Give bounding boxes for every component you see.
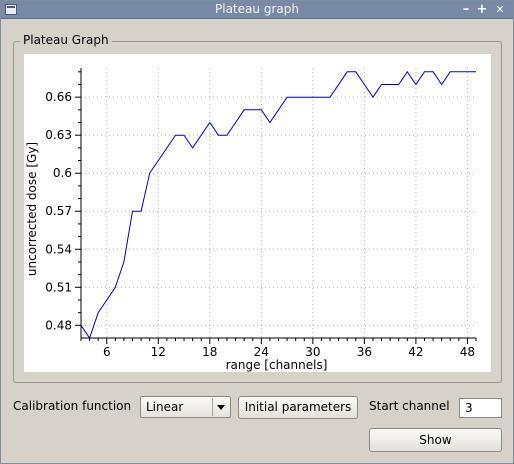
calibration-function-value: Linear [146, 400, 184, 414]
x-tick-label: 6 [103, 345, 111, 359]
title-bar[interactable]: Plateau graph – + ✕ [1, 1, 513, 19]
plateau-graph-group: Plateau Graph [13, 33, 502, 383]
close-icon[interactable]: ✕ [495, 3, 505, 16]
y-tick-label: 0.54 [45, 242, 72, 256]
y-tick-label: 0.66 [45, 90, 72, 104]
window-menu-icon[interactable] [5, 4, 17, 15]
window-title: Plateau graph [215, 2, 299, 16]
x-tick-label: 24 [254, 345, 269, 359]
x-tick-label: 30 [305, 345, 320, 359]
x-tick-label: 48 [460, 345, 475, 359]
y-tick-label: 0.6 [53, 166, 72, 180]
x-tick-label: 36 [357, 345, 372, 359]
y-axis-label: uncorrected dose [Gy] [25, 142, 39, 276]
y-tick-label: 0.57 [45, 204, 72, 218]
group-title: Plateau Graph [20, 33, 112, 47]
y-tick-label: 0.63 [45, 128, 72, 142]
x-tick-label: 12 [151, 345, 166, 359]
start-channel-value: 3 [465, 401, 473, 415]
x-tick-label: 42 [408, 345, 423, 359]
calibration-function-select[interactable]: Linear [140, 396, 231, 418]
show-button[interactable]: Show [369, 428, 502, 452]
y-tick-label: 0.51 [45, 280, 72, 294]
series-line [81, 70, 476, 338]
x-axis-label: range [channels] [226, 358, 328, 372]
minimize-icon[interactable]: – [462, 2, 470, 17]
dropdown-arrow[interactable] [212, 398, 229, 416]
start-channel-input[interactable]: 3 [459, 398, 502, 418]
chevron-down-icon [217, 405, 225, 410]
maximize-icon[interactable]: + [476, 2, 488, 17]
start-channel-label: Start channel [369, 399, 450, 413]
y-tick-label: 0.48 [45, 318, 72, 332]
x-tick-label: 18 [202, 345, 217, 359]
initial-parameters-button[interactable]: Initial parameters [238, 396, 358, 419]
plot-area: 0.48 0.51 0.54 0.57 0.6 0.63 0.66 6 12 18 24 30 36 42… [24, 54, 491, 372]
calibration-function-label: Calibration function [13, 399, 132, 413]
plateau-chart: 0.48 0.51 0.54 0.57 0.6 0.63 0.66 6 12 18 24 30 36 42… [25, 68, 477, 372]
